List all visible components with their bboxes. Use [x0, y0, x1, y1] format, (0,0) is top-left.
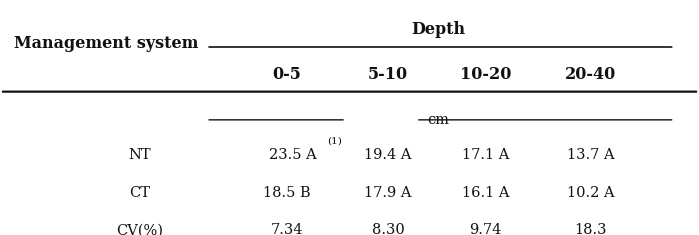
Text: 16.1 A: 16.1 A [462, 186, 510, 200]
Text: Depth: Depth [412, 21, 466, 38]
Text: (1): (1) [327, 137, 342, 145]
Text: 17.9 A: 17.9 A [364, 186, 412, 200]
Text: 5-10: 5-10 [368, 66, 408, 83]
Text: Management system: Management system [14, 35, 199, 52]
Text: 18.3: 18.3 [575, 223, 607, 235]
Text: 10-20: 10-20 [460, 66, 512, 83]
Text: 7.34: 7.34 [271, 223, 303, 235]
Text: 18.5 B: 18.5 B [263, 186, 310, 200]
Text: 19.4 A: 19.4 A [364, 148, 412, 162]
Text: NT: NT [129, 148, 151, 162]
Text: 20-40: 20-40 [565, 66, 617, 83]
Text: 13.7 A: 13.7 A [567, 148, 614, 162]
Text: 10.2 A: 10.2 A [567, 186, 614, 200]
Text: 23.5 A: 23.5 A [269, 148, 317, 162]
Text: CV(%): CV(%) [116, 223, 164, 235]
Text: 17.1 A: 17.1 A [462, 148, 510, 162]
Text: cm: cm [428, 113, 449, 127]
Text: 8.30: 8.30 [372, 223, 404, 235]
Text: 9.74: 9.74 [470, 223, 502, 235]
Text: CT: CT [129, 186, 150, 200]
Text: 0-5: 0-5 [272, 66, 301, 83]
